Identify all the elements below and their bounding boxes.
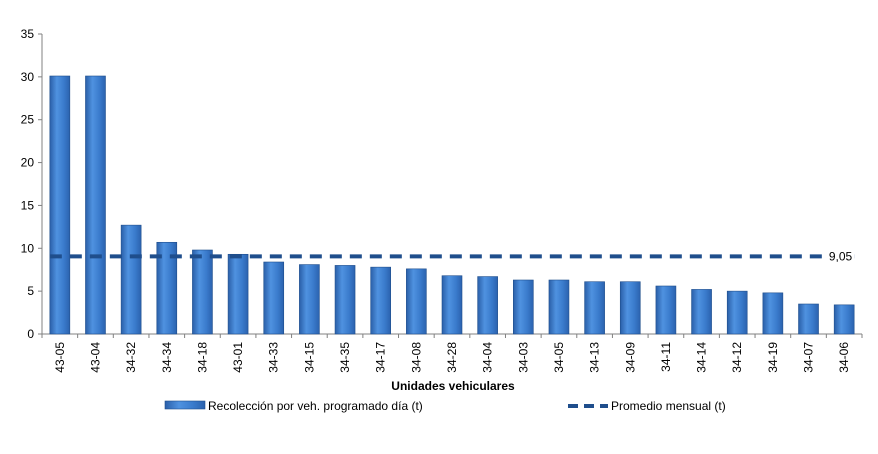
y-tick-label: 25 — [21, 113, 35, 127]
bar-34-35 — [334, 265, 356, 335]
x-tick-label: 34-18 — [195, 342, 209, 373]
x-tick-label: 34-08 — [409, 342, 423, 373]
x-tick-label: 34-13 — [588, 342, 602, 373]
bar-34-04 — [477, 276, 498, 335]
bar-34-03 — [513, 279, 534, 335]
bar-34-33 — [263, 261, 285, 335]
x-tick-labels: 43-05 43-04 34-32 34-34 34-18 43-01 34-33 34-15… — [53, 342, 851, 373]
average-line-group: 9,05 — [49, 248, 855, 265]
average-value-label: 9,05 — [829, 249, 853, 263]
legend: Recolección por veh. programado día (t) P… — [164, 399, 726, 413]
bar-34-05 — [548, 279, 570, 335]
bar-43-05 — [49, 75, 71, 335]
bar-34-17 — [370, 266, 391, 335]
bar-34-14 — [691, 289, 712, 335]
bar-34-13 — [584, 281, 605, 335]
x-tick-label: 43-04 — [88, 342, 102, 373]
y-tick-label: 0 — [27, 327, 34, 341]
bar-34-12 — [726, 290, 748, 335]
bar-34-15 — [299, 264, 320, 335]
x-tick-label: 34-05 — [552, 342, 566, 373]
x-tick-label: 34-11 — [659, 342, 673, 372]
bar-43-01 — [227, 253, 249, 335]
y-tick-label: 15 — [21, 198, 35, 212]
x-axis-title: Unidades vehiculares — [391, 379, 515, 393]
bar-34-07 — [798, 303, 819, 335]
x-tick-label: 34-33 — [267, 342, 281, 373]
bar-43-04 — [85, 75, 106, 335]
y-tick-label: 20 — [21, 156, 35, 170]
x-tick-label: 34-12 — [730, 342, 744, 373]
y-tick-label: 35 — [21, 27, 35, 41]
bar-34-06 — [833, 304, 855, 335]
bar-34-11 — [655, 285, 677, 335]
x-tick-label: 34-35 — [338, 342, 352, 373]
legend-bar-swatch — [164, 400, 206, 410]
y-tick-label: 5 — [27, 284, 34, 298]
x-tick-label: 34-34 — [160, 342, 174, 373]
y-tick-label: 30 — [21, 70, 35, 84]
bar-34-19 — [762, 292, 784, 335]
bar-34-32 — [120, 224, 142, 335]
x-tick-label: 34-19 — [766, 342, 780, 373]
x-tick-label: 34-06 — [837, 342, 851, 373]
x-tick-label: 34-32 — [124, 342, 138, 373]
x-tick-label: 34-15 — [302, 342, 316, 373]
x-tick-label: 43-01 — [231, 342, 245, 373]
bar-34-28 — [441, 275, 463, 335]
axes: 0 5 10 15 20 25 30 35 — [21, 27, 863, 341]
bar-34-09 — [619, 281, 641, 335]
average-label-bg — [824, 248, 855, 265]
legend-bar-label: Recolección por veh. programado día (t) — [208, 399, 423, 413]
x-tick-label: 34-07 — [802, 342, 816, 373]
x-tick-label: 34-17 — [374, 342, 388, 373]
x-tick-label: 43-05 — [53, 342, 67, 373]
bar-34-34 — [156, 241, 178, 335]
legend-line-label: Promedio mensual (t) — [611, 399, 726, 413]
x-tick-label: 34-14 — [695, 342, 709, 373]
x-tick-label: 34-04 — [481, 342, 495, 373]
y-tick-label: 10 — [21, 241, 35, 255]
x-tick-label: 34-28 — [445, 342, 459, 373]
bar-34-08 — [406, 268, 427, 335]
bar-34-18 — [192, 249, 213, 335]
x-tick-label: 34-09 — [623, 342, 637, 373]
x-tick-label: 34-03 — [516, 342, 530, 373]
bars — [49, 75, 855, 335]
